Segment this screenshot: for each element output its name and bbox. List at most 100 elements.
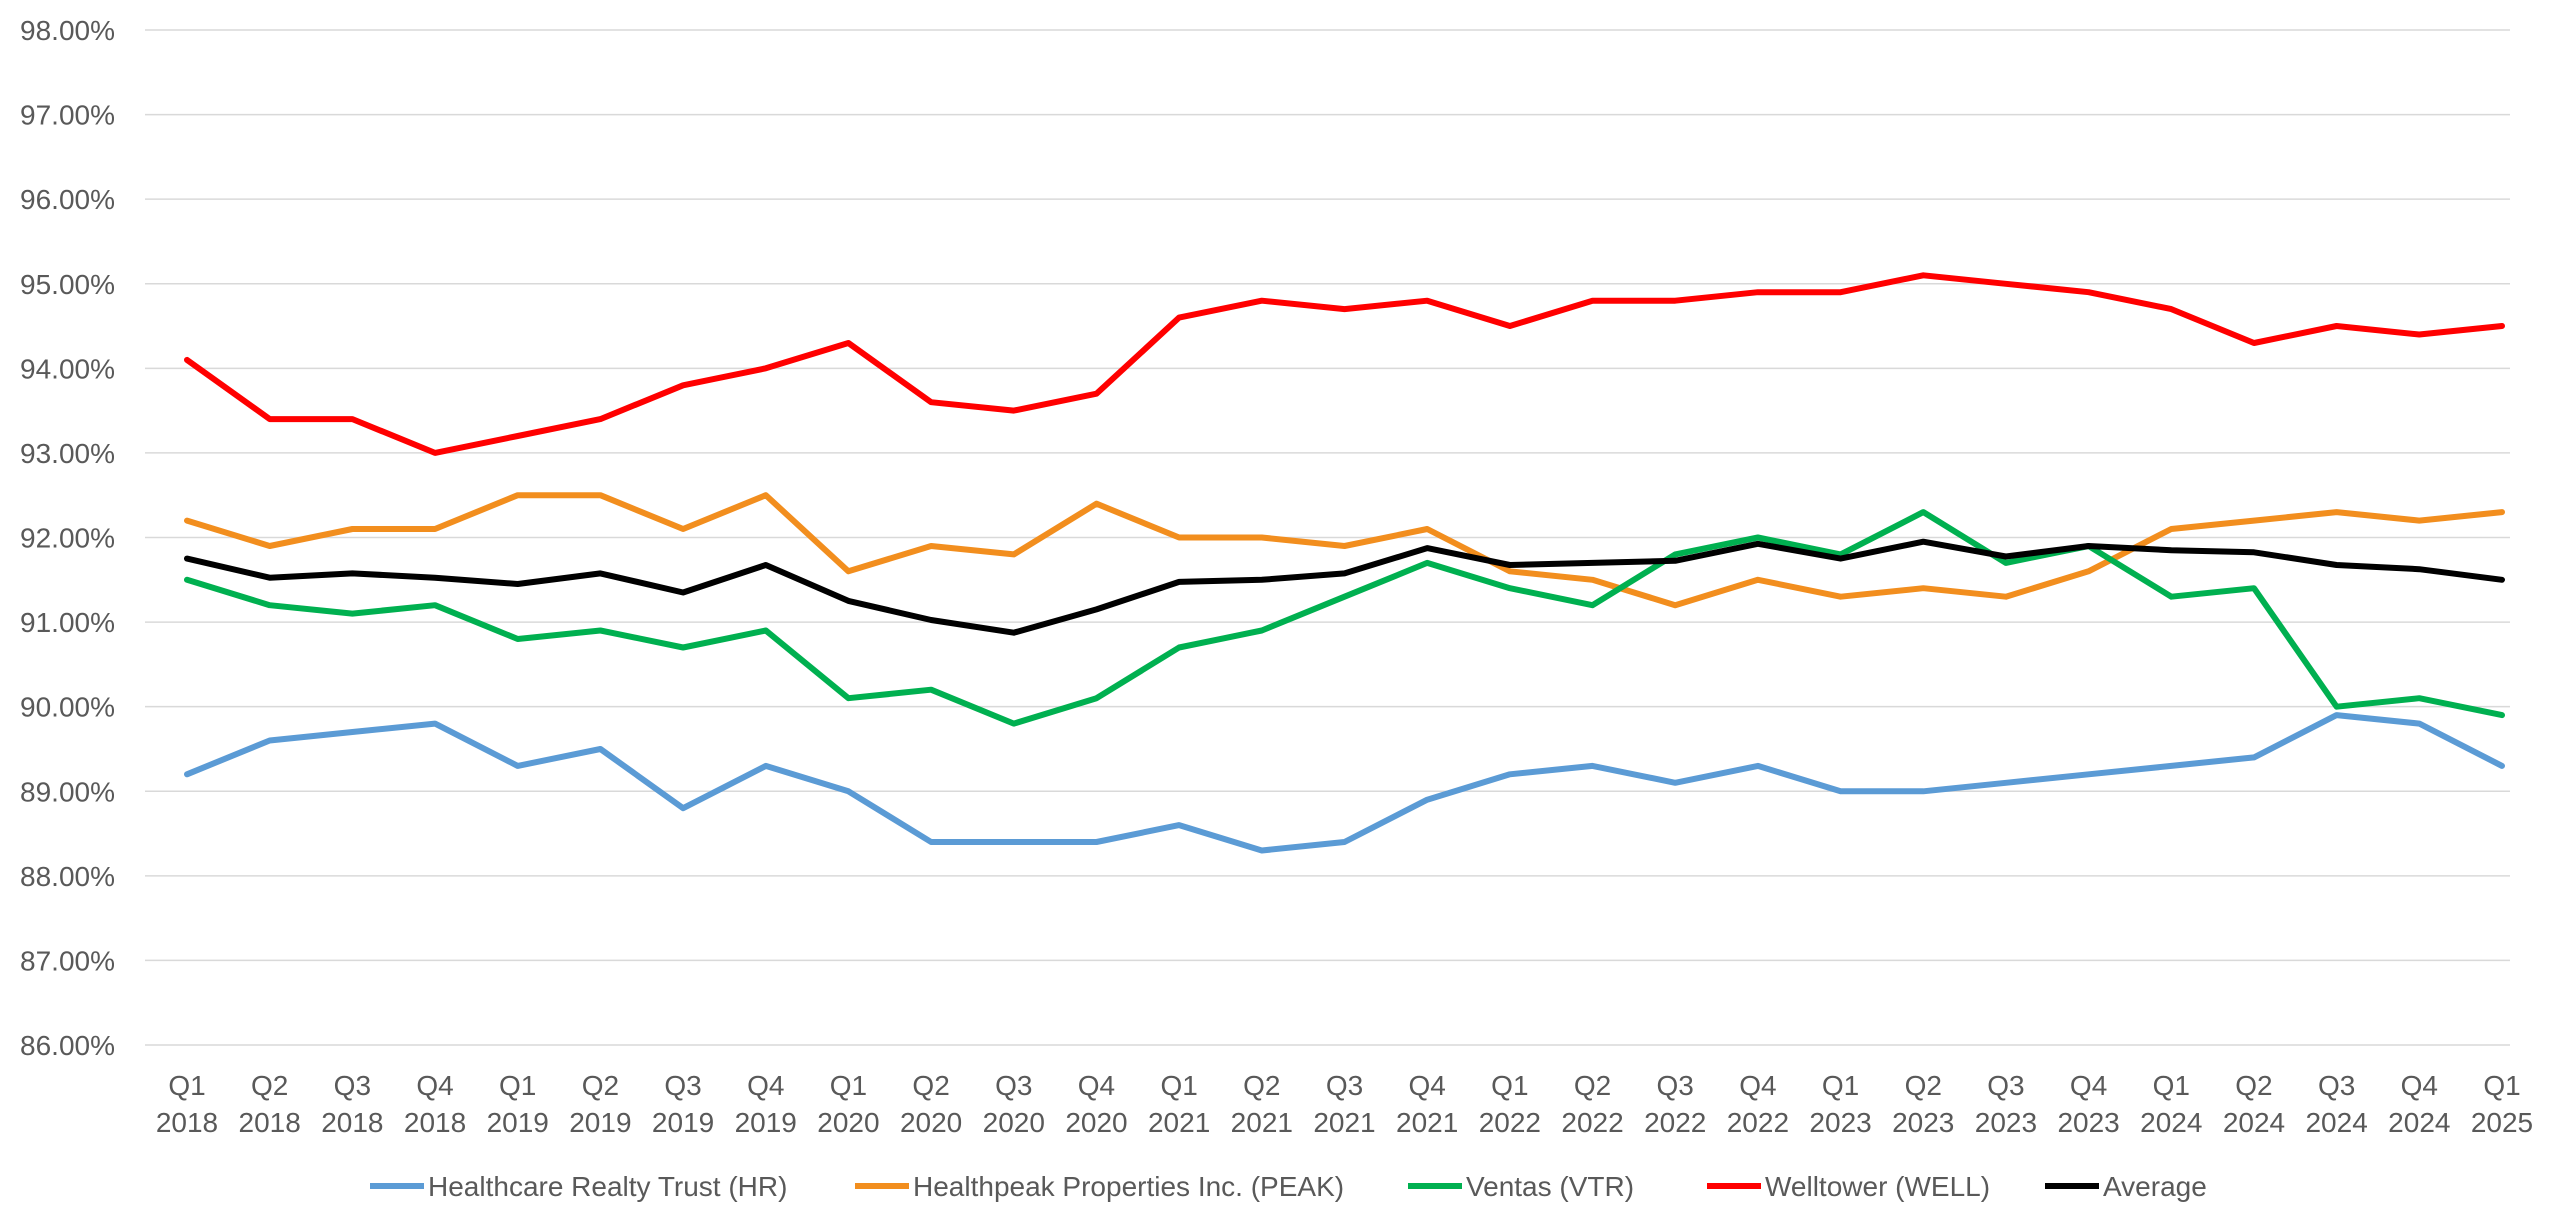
legend-label: Healthpeak Properties Inc. (PEAK) — [913, 1171, 1344, 1202]
x-tick-quarter: Q4 — [1408, 1070, 1445, 1101]
legend-item-average: Average — [2045, 1171, 2207, 1202]
x-tick-quarter: Q3 — [664, 1070, 701, 1101]
x-tick-label: Q1 2022 — [1479, 1070, 1541, 1138]
x-tick-year: 2022 — [1644, 1107, 1706, 1138]
x-tick-quarter: Q3 — [334, 1070, 371, 1101]
x-tick-label: Q1 2021 — [1148, 1070, 1210, 1138]
legend-label: Healthcare Realty Trust (HR) — [428, 1171, 787, 1202]
x-tick-year: 2019 — [487, 1107, 549, 1138]
y-tick-label: 94.00% — [20, 353, 115, 384]
y-tick-label: 87.00% — [20, 945, 115, 976]
x-tick-quarter: Q1 — [2483, 1070, 2520, 1101]
x-tick-label: Q1 2023 — [1809, 1070, 1871, 1138]
x-tick-quarter: Q3 — [1657, 1070, 1694, 1101]
x-tick-year: 2020 — [983, 1107, 1045, 1138]
x-tick-quarter: Q3 — [1326, 1070, 1363, 1101]
x-tick-quarter: Q2 — [251, 1070, 288, 1101]
x-tick-year: 2019 — [569, 1107, 631, 1138]
x-tick-label: Q1 2019 — [487, 1070, 549, 1138]
x-tick-quarter: Q1 — [2153, 1070, 2190, 1101]
x-tick-quarter: Q1 — [830, 1070, 867, 1101]
x-tick-quarter: Q1 — [1822, 1070, 1859, 1101]
y-tick-label: 97.00% — [20, 100, 115, 131]
x-tick-label: Q3 2023 — [1975, 1070, 2037, 1138]
legend-item-welltower-well: Welltower (WELL) — [1707, 1171, 1990, 1202]
y-tick-label: 93.00% — [20, 438, 115, 469]
x-tick-year: 2021 — [1148, 1107, 1210, 1138]
legend-label: Average — [2103, 1171, 2207, 1202]
x-tick-label: Q1 2024 — [2140, 1070, 2202, 1138]
series-line-healthpeak-properties-inc-peak — [184, 492, 2505, 609]
x-tick-label: Q2 2021 — [1231, 1070, 1293, 1138]
x-tick-year: 2022 — [1561, 1107, 1623, 1138]
x-tick-quarter: Q2 — [582, 1070, 619, 1101]
x-tick-label: Q3 2020 — [983, 1070, 1045, 1138]
x-tick-label: Q2 2020 — [900, 1070, 962, 1138]
x-tick-quarter: Q4 — [416, 1070, 453, 1101]
x-tick-quarter: Q4 — [2070, 1070, 2107, 1101]
y-tick-label: 86.00% — [20, 1030, 115, 1061]
x-tick-year: 2024 — [2223, 1107, 2285, 1138]
x-tick-quarter: Q4 — [2401, 1070, 2438, 1101]
x-tick-label: Q4 2018 — [404, 1070, 466, 1138]
x-tick-label: Q3 2021 — [1313, 1070, 1375, 1138]
x-tick-label: Q3 2019 — [652, 1070, 714, 1138]
x-axis-tick-labels: Q1 2018 Q2 2018 Q3 2018 Q4 2018 Q1 2019 Q2 2019 Q3 20… — [156, 1070, 2533, 1138]
series-line-healthcare-realty-trust-hr — [184, 712, 2505, 854]
x-tick-label: Q4 2021 — [1396, 1070, 1458, 1138]
x-tick-year: 2023 — [1809, 1107, 1871, 1138]
legend-item-healthpeak-properties-inc-peak: Healthpeak Properties Inc. (PEAK) — [855, 1171, 1344, 1202]
x-tick-quarter: Q2 — [1243, 1070, 1280, 1101]
x-tick-label: Q2 2019 — [569, 1070, 631, 1138]
x-tick-quarter: Q3 — [995, 1070, 1032, 1101]
series-lines — [184, 272, 2505, 854]
y-tick-label: 90.00% — [20, 692, 115, 723]
x-tick-quarter: Q3 — [1987, 1070, 2024, 1101]
legend-label: Ventas (VTR) — [1466, 1171, 1634, 1202]
x-tick-quarter: Q3 — [2318, 1070, 2355, 1101]
x-tick-year: 2022 — [1479, 1107, 1541, 1138]
x-tick-year: 2018 — [321, 1107, 383, 1138]
legend: Healthcare Realty Trust (HR) Healthpeak P… — [370, 1171, 2207, 1202]
x-tick-year: 2020 — [817, 1107, 879, 1138]
x-tick-year: 2024 — [2388, 1107, 2450, 1138]
x-tick-year: 2022 — [1727, 1107, 1789, 1138]
series-line-ventas-vtr — [184, 509, 2505, 727]
x-tick-quarter: Q2 — [2235, 1070, 2272, 1101]
x-tick-quarter: Q2 — [912, 1070, 949, 1101]
x-tick-label: Q2 2024 — [2223, 1070, 2285, 1138]
x-tick-quarter: Q2 — [1905, 1070, 1942, 1101]
series-line-average — [184, 538, 2505, 636]
x-tick-label: Q2 2023 — [1892, 1070, 1954, 1138]
x-tick-quarter: Q4 — [1739, 1070, 1776, 1101]
x-tick-label: Q4 2020 — [1065, 1070, 1127, 1138]
series-line-welltower-well — [184, 272, 2505, 456]
x-tick-year: 2023 — [1892, 1107, 1954, 1138]
y-tick-label: 88.00% — [20, 861, 115, 892]
x-tick-quarter: Q1 — [168, 1070, 205, 1101]
x-tick-year: 2018 — [239, 1107, 301, 1138]
x-tick-label: Q3 2022 — [1644, 1070, 1706, 1138]
x-tick-year: 2021 — [1313, 1107, 1375, 1138]
x-tick-quarter: Q1 — [499, 1070, 536, 1101]
x-tick-year: 2019 — [652, 1107, 714, 1138]
x-tick-label: Q2 2018 — [239, 1070, 301, 1138]
x-tick-year: 2018 — [156, 1107, 218, 1138]
x-tick-year: 2023 — [2057, 1107, 2119, 1138]
y-tick-label: 96.00% — [20, 184, 115, 215]
x-tick-quarter: Q1 — [1160, 1070, 1197, 1101]
x-tick-year: 2018 — [404, 1107, 466, 1138]
x-tick-year: 2025 — [2471, 1107, 2533, 1138]
x-tick-label: Q1 2020 — [817, 1070, 879, 1138]
legend-item-ventas-vtr: Ventas (VTR) — [1408, 1171, 1634, 1202]
y-tick-label: 89.00% — [20, 776, 115, 807]
x-tick-quarter: Q1 — [1491, 1070, 1528, 1101]
legend-item-healthcare-realty-trust-hr: Healthcare Realty Trust (HR) — [370, 1171, 787, 1202]
x-tick-label: Q1 2025 — [2471, 1070, 2533, 1138]
legend-label: Welltower (WELL) — [1765, 1171, 1990, 1202]
x-tick-label: Q3 2018 — [321, 1070, 383, 1138]
x-tick-label: Q4 2024 — [2388, 1070, 2450, 1138]
y-tick-label: 98.00% — [20, 15, 115, 46]
x-tick-label: Q4 2023 — [2057, 1070, 2119, 1138]
x-tick-quarter: Q4 — [1078, 1070, 1115, 1101]
